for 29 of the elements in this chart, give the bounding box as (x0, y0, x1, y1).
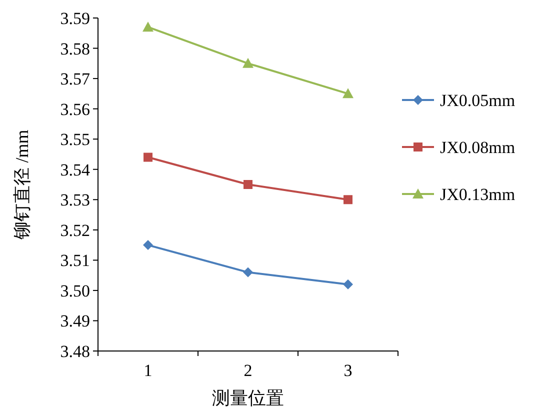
y-tick-label: 3.57 (60, 70, 90, 89)
y-axis-title: 铆钉直径 /mm (12, 130, 32, 240)
point (144, 152, 152, 162)
point (142, 22, 154, 32)
x-tick-label: 2 (244, 361, 252, 380)
y-tick-label: 3.55 (60, 130, 90, 150)
x-tick-label: 1 (144, 361, 152, 380)
y-tick-label: 3.48 (60, 342, 90, 361)
point (244, 180, 252, 189)
y-tick-label: 3.58 (60, 39, 90, 58)
point (143, 240, 153, 250)
point (344, 195, 352, 204)
y-tick-label: 3.52 (60, 220, 90, 240)
y-tick-label: 3.50 (60, 281, 90, 300)
y-tick-label: 3.56 (60, 100, 90, 119)
point (243, 267, 253, 278)
y-tick-label: 3.54 (60, 160, 90, 180)
legend-label: JX0.05mm (440, 91, 516, 110)
y-tick-label: 3.49 (60, 312, 90, 331)
point (342, 88, 354, 98)
point (242, 58, 254, 68)
legend-label: JX0.13mm (440, 185, 516, 204)
y-tick-label: 3.59 (60, 9, 90, 28)
y-tick-label: 3.53 (60, 190, 90, 210)
x-tick-label: 3 (344, 361, 352, 380)
y-tick-label: 3.51 (60, 251, 90, 270)
legend-label: JX0.08mm (440, 138, 516, 157)
point (343, 279, 353, 290)
x-axis-title: 测量位置 (212, 388, 284, 408)
